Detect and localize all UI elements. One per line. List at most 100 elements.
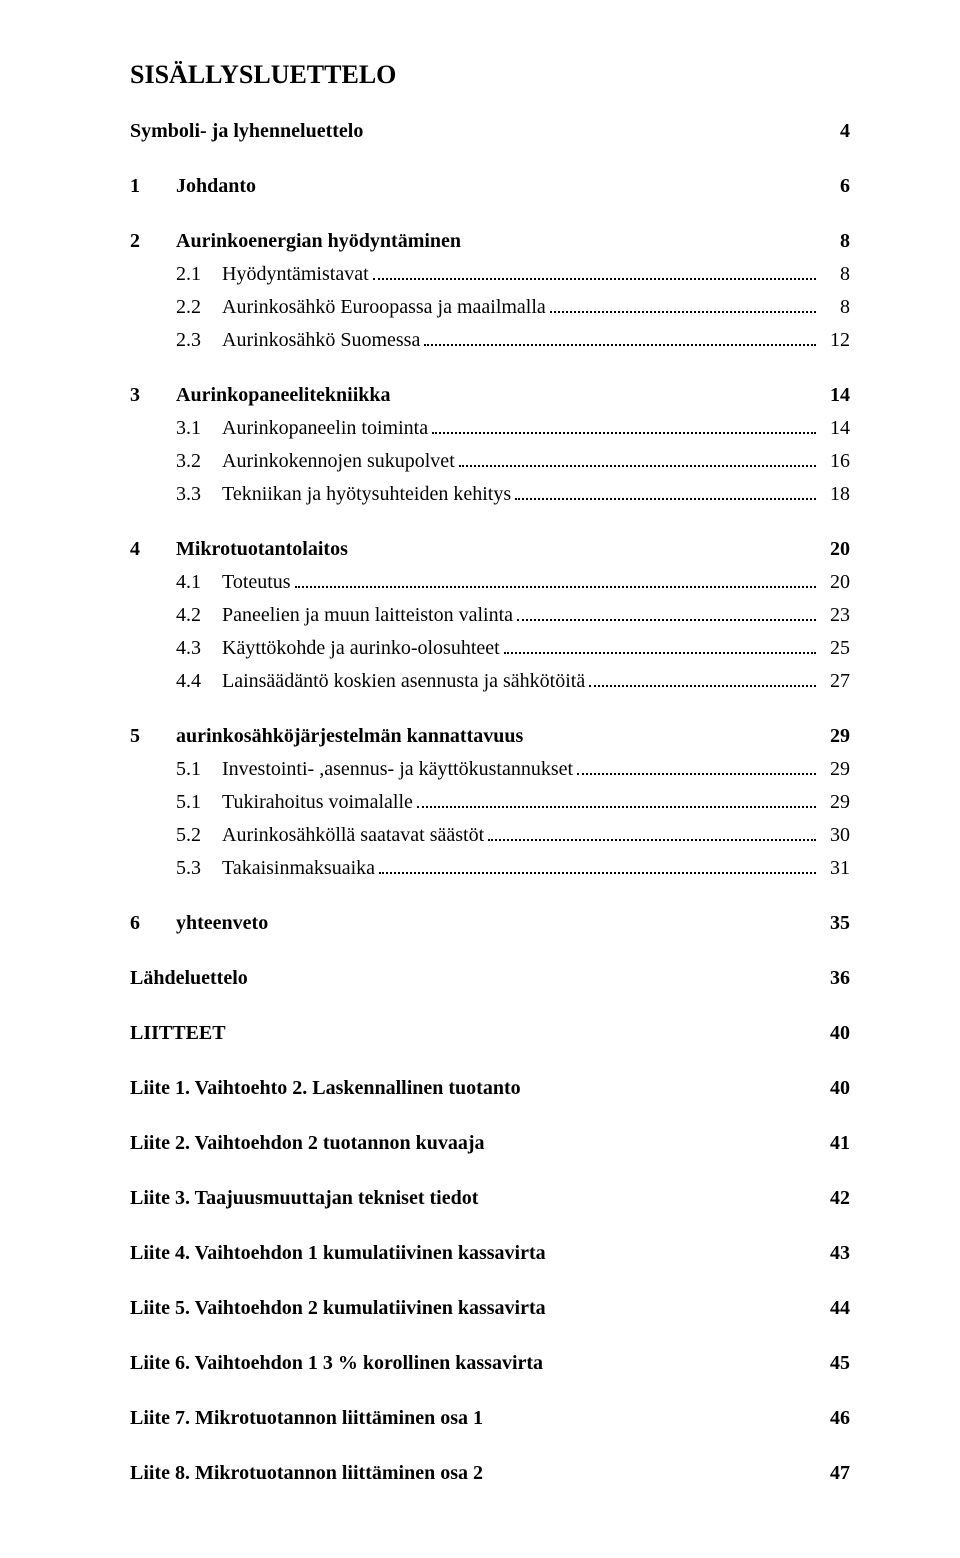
toc-entry-label: 4.1Toteutus bbox=[176, 569, 291, 596]
toc-entry-number: 4.4 bbox=[176, 668, 222, 695]
toc-dot-leader bbox=[424, 328, 816, 346]
toc-entry-label: 5.2Aurinkosähköllä saatavat säästöt bbox=[176, 822, 484, 849]
toc-entry-page: 40 bbox=[820, 1075, 850, 1102]
toc-entry-label: Liite 5. Vaihtoehdon 2 kumulatiivinen ka… bbox=[130, 1295, 546, 1322]
toc-entry-page: 14 bbox=[820, 382, 850, 409]
toc-entry-label: 2.2Aurinkosähkö Euroopassa ja maailmalla bbox=[176, 294, 546, 321]
toc-entry-number: 6 bbox=[130, 910, 176, 937]
toc-entry-number: 2.1 bbox=[176, 261, 222, 288]
toc-entry-page: 20 bbox=[820, 536, 850, 563]
toc-entry-number: 3.3 bbox=[176, 481, 222, 508]
toc-sub-entry: 2.2Aurinkosähkö Euroopassa ja maailmalla… bbox=[130, 294, 850, 321]
toc-entry-number: 4.2 bbox=[176, 602, 222, 629]
toc-entry-page: 8 bbox=[820, 294, 850, 321]
toc-entry-text: Aurinkokennojen sukupolvet bbox=[222, 450, 455, 472]
toc-top-entry: 2Aurinkoenergian hyödyntäminen 8 bbox=[130, 228, 850, 255]
toc-entry-number: 2 bbox=[130, 228, 176, 255]
toc-sub-entry: 2.1Hyödyntämistavat8 bbox=[130, 261, 850, 288]
toc-entry-label: 2.3Aurinkosähkö Suomessa bbox=[176, 327, 420, 354]
toc-entry-number: 2.3 bbox=[176, 327, 222, 354]
toc-entry-number: 5.3 bbox=[176, 855, 222, 882]
toc-top-entry: Liite 7. Mikrotuotannon liittäminen osa … bbox=[130, 1405, 850, 1432]
toc-entry-text: Aurinkopaneelin toiminta bbox=[222, 417, 428, 439]
toc-dot-leader bbox=[550, 295, 816, 313]
toc-top-entry: Liite 3. Taajuusmuuttajan tekniset tiedo… bbox=[130, 1185, 850, 1212]
toc-entry-number: 4.1 bbox=[176, 569, 222, 596]
toc-entry-text: Liite 2. Vaihtoehdon 2 tuotannon kuvaaja bbox=[130, 1132, 485, 1154]
toc-sub-entry: 4.4Lainsäädäntö koskien asennusta ja säh… bbox=[130, 668, 850, 695]
toc-entry-label: 4.2Paneelien ja muun laitteiston valinta bbox=[176, 602, 513, 629]
toc-entry-text: Takaisinmaksuaika bbox=[222, 857, 375, 879]
toc-entry-label: 5.1Tukirahoitus voimalalle bbox=[176, 789, 413, 816]
toc-entry-page: 20 bbox=[820, 569, 850, 596]
toc-sub-entry: 5.1Tukirahoitus voimalalle29 bbox=[130, 789, 850, 816]
toc-entry-page: 47 bbox=[820, 1460, 850, 1487]
toc-entry-text: Tekniikan ja hyötysuhteiden kehitys bbox=[222, 483, 511, 505]
toc-entry-page: 27 bbox=[820, 668, 850, 695]
toc-entry-number: 1 bbox=[130, 173, 176, 200]
toc-dot-leader bbox=[373, 262, 816, 280]
toc-entry-page: 45 bbox=[820, 1350, 850, 1377]
toc-entry-text: Aurinkopaneelitekniikka bbox=[176, 384, 391, 406]
toc-entry-text: Lainsäädäntö koskien asennusta ja sähköt… bbox=[222, 670, 585, 692]
toc-entry-number: 5.1 bbox=[176, 756, 222, 783]
toc-entry-text: Toteutus bbox=[222, 571, 291, 593]
toc-top-entry: 5aurinkosähköjärjestelmän kannattavuus29 bbox=[130, 723, 850, 750]
toc-entry-text: Investointi- ,asennus- ja käyttökustannu… bbox=[222, 758, 573, 780]
toc-entry-text: Aurinkosähkö Euroopassa ja maailmalla bbox=[222, 296, 546, 318]
toc-entry-text: Liite 4. Vaihtoehdon 1 kumulatiivinen ka… bbox=[130, 1242, 546, 1264]
toc-entry-page: 29 bbox=[820, 756, 850, 783]
toc-entry-label: Liite 2. Vaihtoehdon 2 tuotannon kuvaaja bbox=[130, 1130, 485, 1157]
toc-dot-leader bbox=[459, 449, 816, 467]
toc-entry-text: Liite 3. Taajuusmuuttajan tekniset tiedo… bbox=[130, 1187, 478, 1209]
toc-top-entry: Liite 6. Vaihtoehdon 1 3 % korollinen ka… bbox=[130, 1350, 850, 1377]
toc-dot-leader bbox=[295, 570, 816, 588]
toc-entry-text: Liite 1. Vaihtoehto 2. Laskennallinen tu… bbox=[130, 1077, 521, 1099]
toc-top-entry: LIITTEET40 bbox=[130, 1020, 850, 1047]
toc-entry-page: 42 bbox=[820, 1185, 850, 1212]
toc-entry-label: 6yhteenveto bbox=[130, 910, 268, 937]
toc-top-entry: Liite 2. Vaihtoehdon 2 tuotannon kuvaaja… bbox=[130, 1130, 850, 1157]
toc-entry-page: 12 bbox=[820, 327, 850, 354]
toc-sub-entry: 2.3Aurinkosähkö Suomessa 12 bbox=[130, 327, 850, 354]
toc-dot-leader bbox=[379, 856, 816, 874]
toc-entry-page: 46 bbox=[820, 1405, 850, 1432]
toc-entry-label: Liite 4. Vaihtoehdon 1 kumulatiivinen ka… bbox=[130, 1240, 546, 1267]
toc-entry-label: 2.1Hyödyntämistavat bbox=[176, 261, 369, 288]
toc-entry-text: Johdanto bbox=[176, 175, 256, 197]
toc-entry-page: 4 bbox=[820, 118, 850, 145]
toc-entry-label: 2Aurinkoenergian hyödyntäminen bbox=[130, 228, 461, 255]
toc-entry-label: 5.3Takaisinmaksuaika bbox=[176, 855, 375, 882]
toc-entry-label: 1Johdanto bbox=[130, 173, 256, 200]
toc-entry-label: 4.3Käyttökohde ja aurinko-olosuhteet bbox=[176, 635, 500, 662]
toc-entry-text: Hyödyntämistavat bbox=[222, 263, 369, 285]
toc-entry-label: 5.1Investointi- ,asennus- ja käyttökusta… bbox=[176, 756, 573, 783]
toc-sub-entry: 4.2Paneelien ja muun laitteiston valinta… bbox=[130, 602, 850, 629]
toc-entry-text: Liite 7. Mikrotuotannon liittäminen osa … bbox=[130, 1407, 483, 1429]
toc-entry-label: 4Mikrotuotantolaitos bbox=[130, 536, 348, 563]
toc-sub-entry: 5.1Investointi- ,asennus- ja käyttökusta… bbox=[130, 756, 850, 783]
toc-entry-label: Symboli- ja lyhenneluettelo bbox=[130, 118, 363, 145]
toc-sub-entry: 3.1Aurinkopaneelin toiminta14 bbox=[130, 415, 850, 442]
toc-entry-text: Tukirahoitus voimalalle bbox=[222, 791, 413, 813]
toc-dot-leader bbox=[504, 636, 816, 654]
toc-dot-leader bbox=[589, 669, 816, 687]
toc-dot-leader bbox=[432, 416, 816, 434]
toc-entry-page: 36 bbox=[820, 965, 850, 992]
toc-entry-page: 35 bbox=[820, 910, 850, 937]
toc-dot-leader bbox=[488, 823, 816, 841]
toc-entry-number: 4 bbox=[130, 536, 176, 563]
toc-entry-page: 25 bbox=[820, 635, 850, 662]
toc-entry-page: 14 bbox=[820, 415, 850, 442]
toc-entry-text: Mikrotuotantolaitos bbox=[176, 538, 348, 560]
toc-sub-entry: 4.3Käyttökohde ja aurinko-olosuhteet 25 bbox=[130, 635, 850, 662]
toc-dot-leader bbox=[417, 790, 816, 808]
toc-entry-text: yhteenveto bbox=[176, 912, 268, 934]
toc-top-entry: Lähdeluettelo36 bbox=[130, 965, 850, 992]
toc-entry-text: Symboli- ja lyhenneluettelo bbox=[130, 120, 363, 142]
toc-entry-text: Aurinkosähköllä saatavat säästöt bbox=[222, 824, 484, 846]
toc-entry-number: 3.2 bbox=[176, 448, 222, 475]
toc-sub-entry: 3.3Tekniikan ja hyötysuhteiden kehitys18 bbox=[130, 481, 850, 508]
toc-entry-number: 5 bbox=[130, 723, 176, 750]
toc-entry-page: 8 bbox=[820, 228, 850, 255]
